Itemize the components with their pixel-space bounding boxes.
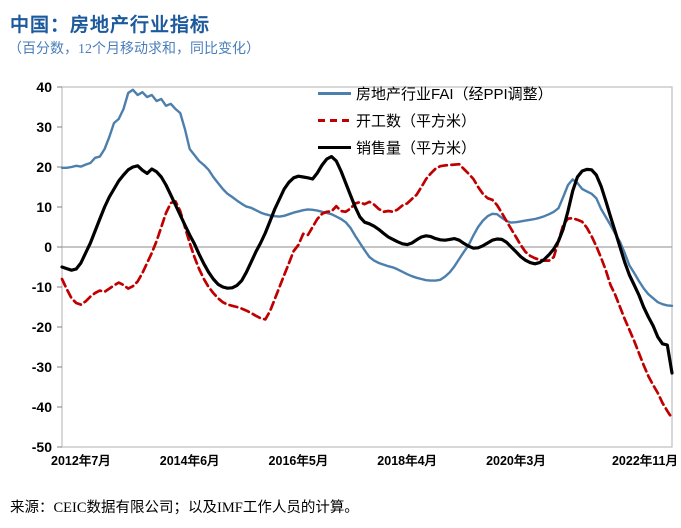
y-axis-label: -30 — [32, 359, 52, 375]
series-line-2 — [60, 155, 674, 375]
legend-label-starts: 开工数（平方米） — [356, 113, 477, 130]
legend-item-starts: 开工数（平方米） — [318, 107, 648, 134]
x-axis-label: 2022年11月 — [612, 453, 678, 468]
x-axis-label: 2014年6月 — [160, 453, 220, 468]
y-axis-label: 0 — [44, 239, 52, 255]
legend-label-sales: 销售量（平方米） — [356, 140, 477, 157]
y-axis-label: -40 — [32, 399, 52, 415]
source-note: 来源：CEIC数据有限公司；以及IMF工作人员的计算。 — [10, 500, 359, 516]
legend-line-sample-fai — [318, 92, 351, 95]
legend-line-sample-sales — [318, 146, 351, 149]
y-axis-label: 30 — [36, 119, 52, 135]
chart-legend: 房地产行业FAI（经PPI调整） 开工数（平方米） 销售量（平方米） — [318, 80, 648, 161]
x-axis-label: 2016年5月 — [269, 453, 329, 468]
y-axis-label: 10 — [36, 199, 52, 215]
legend-label-fai: 房地产行业FAI（经PPI调整） — [356, 86, 553, 103]
y-axis-label: 20 — [36, 159, 52, 175]
legend-item-fai: 房地产行业FAI（经PPI调整） — [318, 80, 648, 107]
legend-line-sample-starts — [318, 119, 351, 122]
legend-item-sales: 销售量（平方米） — [318, 134, 648, 161]
series-line-1 — [60, 162, 674, 420]
x-axis-label: 2012年7月 — [51, 453, 111, 468]
x-axis-label: 2020年3月 — [486, 453, 546, 468]
y-axis-label: -50 — [32, 439, 52, 455]
chart-title: 中国：房地产行业指标 — [10, 15, 211, 36]
y-axis-label: 40 — [36, 79, 52, 95]
x-axis-label: 2018年4月 — [377, 453, 437, 468]
y-axis-label: -20 — [32, 319, 52, 335]
y-axis-label: -10 — [32, 279, 52, 295]
series-line-0 — [60, 88, 674, 307]
chart-subtitle: （百分数，12个月移动求和，同比变化） — [8, 42, 260, 57]
